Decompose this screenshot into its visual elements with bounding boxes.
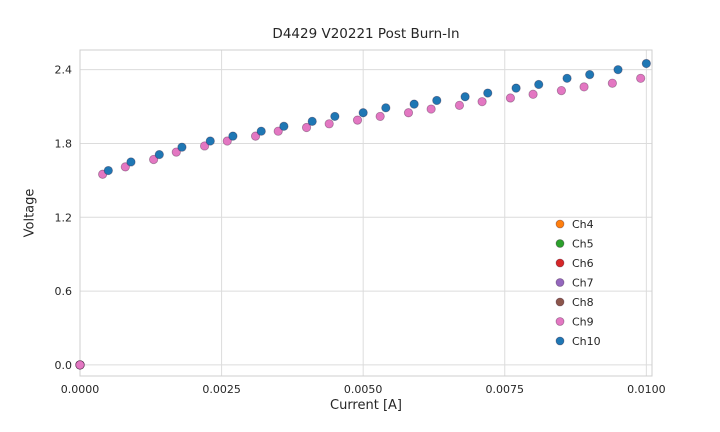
x-tick-label: 0.0100 <box>627 383 666 396</box>
data-point <box>613 65 623 75</box>
data-point <box>477 97 487 107</box>
y-tick-label: 0.6 <box>55 285 73 298</box>
data-point <box>460 92 470 102</box>
x-tick-label: 0.0000 <box>61 383 100 396</box>
data-point <box>222 136 232 146</box>
legend-label: Ch7 <box>572 277 594 290</box>
gridlines <box>79 50 652 376</box>
data-point <box>250 131 261 141</box>
data-point <box>256 126 266 136</box>
data-point <box>585 70 595 80</box>
data-point <box>75 360 85 370</box>
series-Ch10 <box>103 58 651 176</box>
x-tick-label: 0.0050 <box>344 383 383 396</box>
data-point <box>505 93 516 103</box>
data-point <box>358 108 368 118</box>
data-point <box>432 95 442 106</box>
y-tick-label: 1.8 <box>55 137 73 150</box>
legend-marker <box>555 258 565 268</box>
data-point <box>149 154 159 165</box>
y-tick-label: 1.2 <box>55 211 73 224</box>
data-point <box>279 121 289 131</box>
legend-marker <box>555 297 565 307</box>
data-point <box>562 73 572 83</box>
legend-marker <box>555 219 565 229</box>
data-point <box>205 136 215 146</box>
legend-marker <box>555 336 565 346</box>
tick-labels: 0.0000 0.0025 0.0050 0.0075 0.0100 0.0 0.6 1.2 1… <box>55 64 666 396</box>
data-point <box>120 162 130 172</box>
legend-marker <box>555 317 565 326</box>
x-axis-label: Current [A] <box>330 398 402 413</box>
legend-label: Ch8 <box>572 296 594 309</box>
data-point <box>103 165 113 176</box>
y-tick-label: 2.4 <box>55 64 73 77</box>
x-tick-label: 0.0025 <box>202 383 241 396</box>
x-tick-label: 0.0075 <box>486 383 525 396</box>
data-point <box>483 88 493 98</box>
data-point <box>126 157 136 167</box>
data-point <box>330 111 340 122</box>
data-point <box>409 99 419 109</box>
data-point <box>273 126 283 136</box>
data-point <box>556 85 566 96</box>
data-point <box>641 58 651 69</box>
data-point <box>171 147 181 157</box>
chart-title: D4429 V20221 Post Burn-In <box>272 26 460 42</box>
data-point <box>154 149 164 160</box>
data-point <box>352 115 363 125</box>
data-point <box>307 116 317 126</box>
data-point <box>177 142 187 152</box>
data-point <box>528 89 538 99</box>
data-point <box>607 78 617 88</box>
legend-label: Ch4 <box>572 218 594 231</box>
legend-label: Ch6 <box>572 257 594 270</box>
data-point <box>301 122 312 133</box>
data-point <box>324 119 334 129</box>
legend-label: Ch5 <box>572 238 594 251</box>
data-point <box>636 73 646 83</box>
y-tick-label: 0.0 <box>55 359 73 372</box>
data-point <box>579 82 589 92</box>
data-point <box>403 108 414 118</box>
data-point <box>511 83 521 93</box>
y-axis-label: Voltage <box>22 188 38 238</box>
series-Ch9 <box>75 73 646 370</box>
data-point <box>228 131 238 141</box>
legend: Ch4 Ch5 Ch6 Ch7 Ch8 Ch9 Ch10 <box>555 218 601 348</box>
data-point <box>381 103 391 113</box>
legend-marker <box>555 239 565 248</box>
legend-label: Ch10 <box>572 335 601 348</box>
legend-marker <box>555 278 565 287</box>
data-point <box>534 79 544 90</box>
data-point <box>375 111 385 122</box>
plot-border <box>79 49 653 377</box>
data-point <box>199 141 210 151</box>
legend-label: Ch9 <box>572 316 594 329</box>
data-point <box>454 100 465 110</box>
data-point <box>426 104 436 114</box>
